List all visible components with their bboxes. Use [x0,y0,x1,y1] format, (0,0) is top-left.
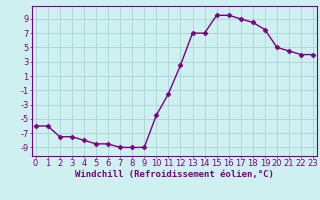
X-axis label: Windchill (Refroidissement éolien,°C): Windchill (Refroidissement éolien,°C) [75,170,274,179]
